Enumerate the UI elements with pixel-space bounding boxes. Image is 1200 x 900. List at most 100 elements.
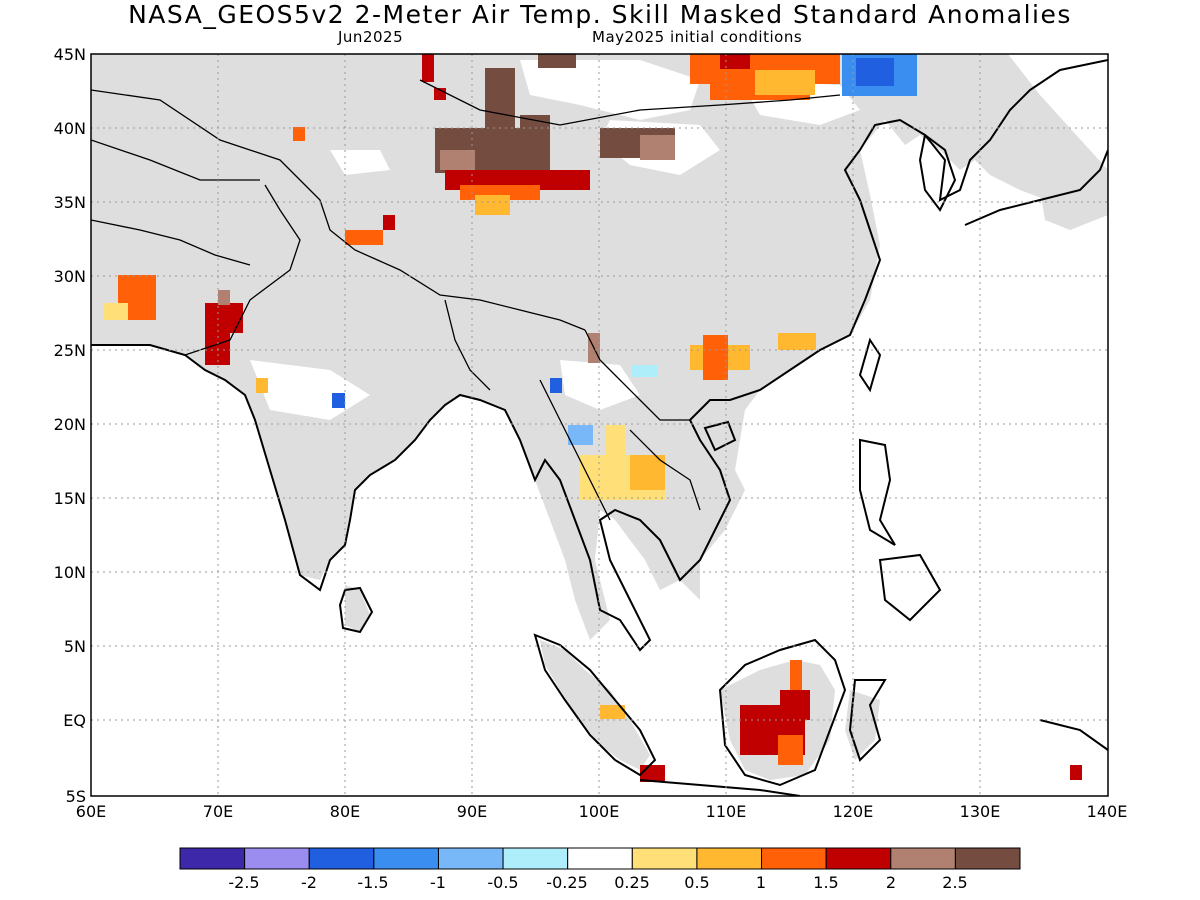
anomaly-cell [600,705,625,719]
colorbar-swatch [761,847,827,870]
colorbar-swatch [696,847,763,870]
grid-lines [91,54,1108,796]
lon-tick-label: 80E [330,802,360,821]
anomaly-cell [720,54,750,69]
colorbar-label: -2 [301,873,317,892]
colorbar-swatch [825,847,892,870]
anomaly-cell [632,365,657,377]
colorbar-label: 0.5 [684,873,709,892]
lat-tick-label: 35N [54,193,86,212]
lon-tick-label: 110E [706,802,747,821]
anomaly-cell [205,303,243,333]
lat-tick-label: 30N [54,267,86,286]
border-line [419,79,841,126]
anomaly-cell [103,303,128,320]
sri-lanka-mask [345,585,370,632]
border-line [184,184,301,356]
colorbar-label: 2 [886,873,896,892]
anomaly-cell [703,335,728,380]
colorbar-label: -2.5 [228,873,259,892]
anomaly-cell [568,425,593,445]
anomaly-cell [856,58,894,86]
colorbar-label: -0.25 [546,873,587,892]
lon-tick-label: 70E [203,802,233,821]
colorbar-label: -0.5 [487,873,518,892]
lon-tick-label: 60E [76,802,106,821]
lat-tick-label: 20N [54,415,86,434]
lat-tick-label: 25N [54,341,86,360]
colorbar-label: 1.5 [813,873,838,892]
lon-ticks: 60E 70E 80E 90E 100E 110E 120E 130E 140E [76,802,1128,821]
map-frame [90,53,1109,797]
anomaly-cell [293,127,305,141]
anomaly-cell [778,333,816,350]
colorbar-swatch [631,847,698,870]
colorbar-label: -1 [430,873,446,892]
colorbar-swatch [244,847,310,870]
colorbar-labels: -2.5 -2 -1.5 -1 -0.5 -0.25 0.25 0.5 1 1.… [228,873,967,892]
colorbar: -2.5 -2 -1.5 -1 -0.5 -0.25 0.25 0.5 1 1.… [179,847,1021,892]
colorbar-swatch [308,847,375,870]
colorbar-swatch [437,847,504,870]
border-line [91,139,260,181]
lat-tick-label: EQ [63,711,86,730]
colorbar-swatch [954,847,1021,870]
java-coast [639,779,801,796]
lat-tick-label: 5N [64,637,86,656]
lat-tick-label: 10N [54,563,86,582]
lat-tick-label: 45N [54,45,86,64]
lon-tick-label: 130E [960,802,1001,821]
new-guinea-coast [1039,719,1108,751]
border-line [584,329,690,421]
forecast-month: Jun2025 [338,28,404,46]
sumatra-mask [540,640,650,770]
colorbar-swatch [567,847,633,870]
japan-coast [964,149,1108,226]
colorbar-label: -1.5 [357,873,388,892]
anomaly-cell [778,735,803,765]
mongolia-clear [520,60,700,120]
lat-tick-label: 5S [66,787,86,806]
colorbar-swatches [179,847,1021,870]
korea-coast [918,133,957,212]
colorbar-swatch [179,847,246,870]
sulawesi-coast [848,679,887,762]
anomaly-cell [422,54,434,82]
lon-tick-label: 100E [579,802,620,821]
anomaly-cell [440,150,475,170]
colorbar-swatch [373,847,439,870]
anomaly-cell [550,378,562,393]
border-line [91,219,251,266]
anomaly-cell [630,455,665,490]
lon-tick-label: 90E [457,802,487,821]
hainan-coast [703,420,737,452]
border-line [539,379,611,521]
border-line [444,299,491,391]
colorbar-label: 1 [756,873,766,892]
anomaly-cell [218,290,230,305]
colorbar-label: 2.5 [942,873,967,892]
taiwan-coast [858,337,882,393]
anomaly-cell [520,115,550,135]
map-area [91,54,1108,796]
anomaly-cell [475,195,510,215]
sumatra-coast [533,633,657,777]
lat-ticks: 45N 40N 35N 30N 25N 20N 15N 10N 5N EQ 5S [54,45,86,806]
anomaly-cell [1070,765,1082,780]
anomaly-cell [780,690,810,720]
initial-conditions: May2025 initial conditions [592,28,803,46]
anomaly-cell [485,68,515,128]
asia-coastline [91,59,1108,652]
anomaly-cell [640,135,675,160]
japan-mask [1040,175,1108,230]
luzon-coast [859,438,896,546]
colorbar-label: 0.25 [614,873,650,892]
mindanao-coast [878,553,942,622]
anomaly-cell [345,230,383,245]
anomaly-cells [103,54,1082,782]
colorbar-swatch [502,847,569,870]
country-borders [91,79,841,521]
anomaly-cell [755,70,815,95]
anomaly-cell [790,660,802,690]
